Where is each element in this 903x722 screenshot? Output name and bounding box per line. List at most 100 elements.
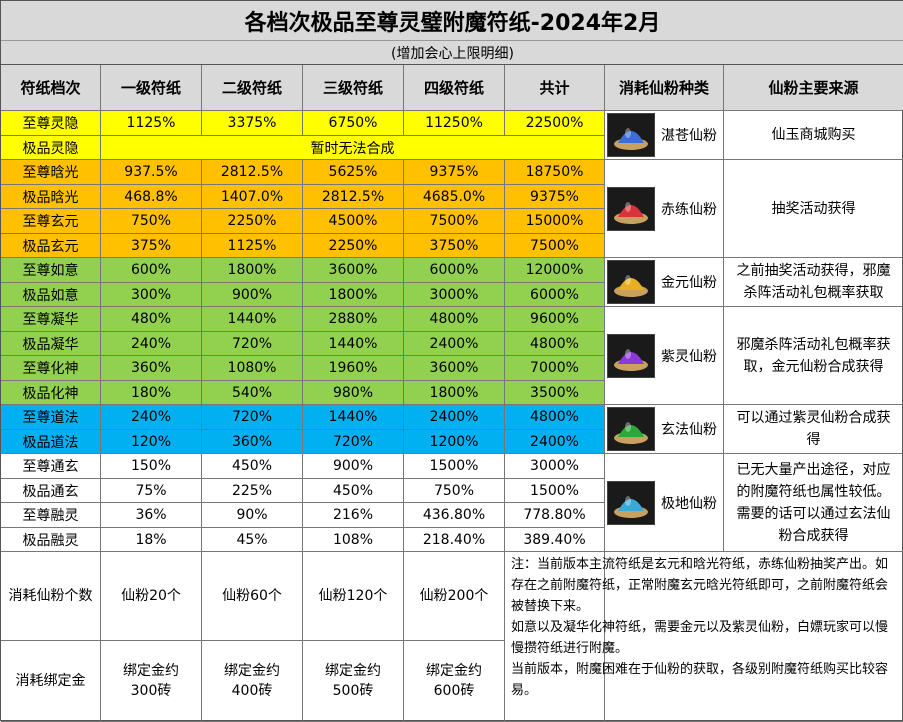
level-value: 450% <box>303 479 404 503</box>
total-value: 9375% <box>505 185 605 209</box>
header-lv1: 一级符纸 <box>101 65 202 111</box>
level-value: 150% <box>101 454 202 479</box>
total-value: 22500% <box>505 111 605 136</box>
gold-powder-icon <box>607 260 655 304</box>
powder-source: 仙玉商城购买 <box>724 111 903 160</box>
header-lv2: 二级符纸 <box>202 65 303 111</box>
tier-name: 极品融灵 <box>1 528 101 552</box>
level-value: 3375% <box>202 111 303 136</box>
powder-source: 邪魔杀阵活动礼包概率获取，金元仙粉合成获得 <box>724 307 903 405</box>
level-value: 4800% <box>404 307 505 332</box>
total-value: 7000% <box>505 356 605 381</box>
tier-name: 极品凝华 <box>1 332 101 356</box>
note-paragraph: 注：当前版本主流符纸是玄元和晗光符纸，赤练仙粉抽奖产出。如存在之前附魔符纸，正常… <box>511 557 889 614</box>
total-value: 9600% <box>505 307 605 332</box>
tier-name: 至尊晗光 <box>1 160 101 185</box>
level-value: 218.40% <box>404 528 505 552</box>
total-value: 2400% <box>505 430 605 454</box>
level-value: 2250% <box>303 234 404 258</box>
level-value: 750% <box>101 209 202 234</box>
purple-powder-icon <box>607 333 655 378</box>
cost-gold-label: 消耗绑定金 <box>1 641 101 722</box>
level-value: 360% <box>101 356 202 381</box>
level-value: 1440% <box>303 405 404 430</box>
level-value: 720% <box>202 405 303 430</box>
level-value: 980% <box>303 381 404 405</box>
level-value: 1800% <box>202 258 303 283</box>
total-value: 15000% <box>505 209 605 234</box>
level-value: 2812.5% <box>303 185 404 209</box>
level-value: 900% <box>202 283 303 307</box>
total-value: 3500% <box>505 381 605 405</box>
level-value: 375% <box>101 234 202 258</box>
cost-count-value: 仙粉20个 <box>101 552 202 641</box>
note-paragraph: 如意以及凝华化神符纸，需要金元以及紫灵仙粉，白嫖玩家可以慢慢攒符纸进行附魔。 <box>511 620 889 656</box>
level-value: 300% <box>101 283 202 307</box>
level-value: 360% <box>202 430 303 454</box>
level-value: 480% <box>101 307 202 332</box>
powder-name: 赤练仙粉 <box>661 201 717 218</box>
cost-count-value: 仙粉200个 <box>404 552 505 641</box>
total-value: 389.40% <box>505 528 605 552</box>
total-value: 7500% <box>505 234 605 258</box>
level-value: 750% <box>404 479 505 503</box>
total-value: 3000% <box>505 454 605 479</box>
level-value: 6750% <box>303 111 404 136</box>
level-value: 240% <box>101 405 202 430</box>
page-title: 各档次极品至尊灵璧附魔符纸-2024年2月 <box>1 1 903 41</box>
powder-name: 金元仙粉 <box>661 275 717 291</box>
level-value: 9375% <box>404 160 505 185</box>
level-value: 2400% <box>404 332 505 356</box>
level-value: 240% <box>101 332 202 356</box>
red-powder-icon <box>607 186 655 231</box>
total-value: 1500% <box>505 479 605 503</box>
tier-name: 至尊如意 <box>1 258 101 283</box>
powder-type-cell: 金元仙粉 <box>605 258 724 307</box>
green-powder-icon <box>607 407 655 451</box>
level-value: 90% <box>202 503 303 528</box>
level-value: 600% <box>101 258 202 283</box>
powder-source: 之前抽奖活动获得，邪魔杀阵活动礼包概率获取 <box>724 258 903 307</box>
level-value: 540% <box>202 381 303 405</box>
tier-name: 至尊融灵 <box>1 503 101 528</box>
cyan-powder-icon <box>607 480 655 525</box>
level-value: 3600% <box>303 258 404 283</box>
powder-type-cell: 玄法仙粉 <box>605 405 724 454</box>
level-value: 3600% <box>404 356 505 381</box>
tier-name: 至尊通玄 <box>1 454 101 479</box>
cost-gold-value: 绑定金约300砖 <box>101 641 202 722</box>
powder-type-cell: 湛苍仙粉 <box>605 111 724 160</box>
total-value: 4800% <box>505 405 605 430</box>
header-powder-type: 消耗仙粉种类 <box>605 65 724 111</box>
level-value: 3750% <box>404 234 505 258</box>
tier-name: 极品道法 <box>1 430 101 454</box>
page-subtitle: (增加会心上限明细) <box>1 41 903 65</box>
level-value: 225% <box>202 479 303 503</box>
tier-name: 极品如意 <box>1 283 101 307</box>
powder-source: 可以通过紫灵仙粉合成获得 <box>724 405 903 454</box>
header-tier: 符纸档次 <box>1 65 101 111</box>
powder-source: 已无大量产出途径，对应的附魔符纸也属性较低。需要的话可以通过玄法仙粉合成获得 <box>724 454 903 552</box>
level-value: 2250% <box>202 209 303 234</box>
tier-name: 至尊灵隐 <box>1 111 101 136</box>
level-value: 180% <box>101 381 202 405</box>
powder-name: 紫灵仙粉 <box>661 348 717 365</box>
level-value: 120% <box>101 430 202 454</box>
level-value: 937.5% <box>101 160 202 185</box>
level-value: 1407.0% <box>202 185 303 209</box>
total-value: 12000% <box>505 258 605 283</box>
level-value: 5625% <box>303 160 404 185</box>
tier-name: 至尊玄元 <box>1 209 101 234</box>
level-value: 1200% <box>404 430 505 454</box>
header-total: 共计 <box>505 65 605 111</box>
level-value: 216% <box>303 503 404 528</box>
total-value: 4800% <box>505 332 605 356</box>
total-value: 18750% <box>505 160 605 185</box>
level-value: 1125% <box>202 234 303 258</box>
powder-type-cell: 极地仙粉 <box>605 454 724 552</box>
level-value: 2880% <box>303 307 404 332</box>
level-value: 45% <box>202 528 303 552</box>
level-value: 1500% <box>404 454 505 479</box>
level-value: 1800% <box>303 283 404 307</box>
tier-name: 至尊凝华 <box>1 307 101 332</box>
